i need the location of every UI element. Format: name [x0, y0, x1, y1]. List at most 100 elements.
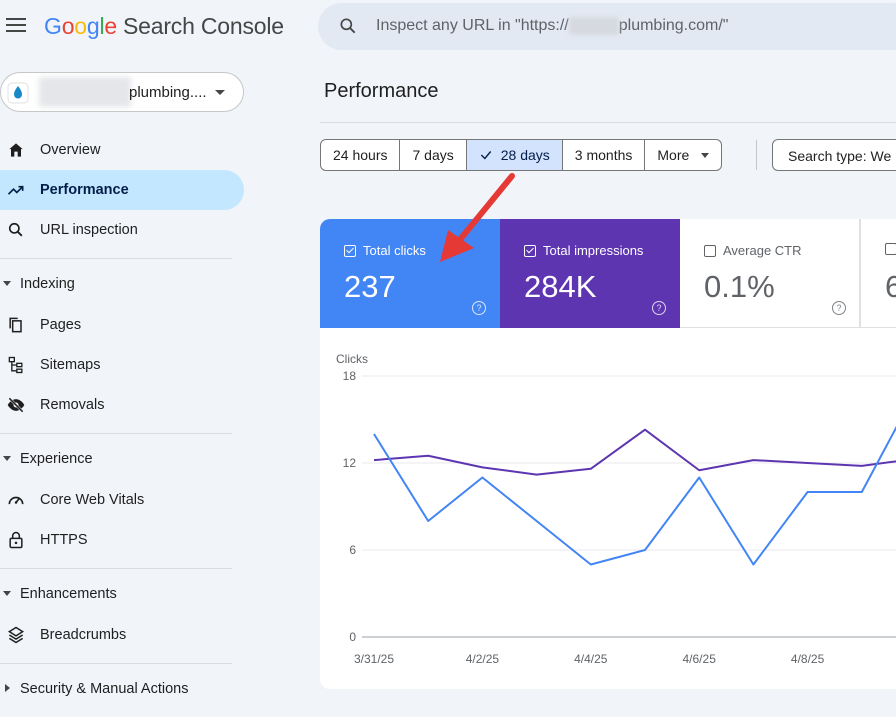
sidebar-section-security[interactable]: Security & Manual Actions: [0, 673, 232, 707]
x-tick-label: 4/2/25: [466, 652, 500, 666]
x-tick-label: 4/8/25: [791, 652, 825, 666]
sidebar-item-core-web-vitals[interactable]: Core Web Vitals: [0, 480, 244, 520]
date-range-24-hours[interactable]: 24 hours: [321, 140, 401, 170]
chip-label: 28 days: [500, 147, 550, 163]
caret-down-icon: [3, 281, 11, 286]
sidebar-item-sitemaps[interactable]: Sitemaps: [0, 345, 244, 385]
metric-total-impressions[interactable]: Total impressions 284K ?: [500, 219, 680, 328]
eye-off-icon: [6, 395, 26, 415]
date-range-more[interactable]: More: [645, 140, 721, 170]
lock-icon: [6, 530, 26, 550]
sidebar-item-label: URL inspection: [40, 222, 138, 238]
metric-value: 284K: [524, 269, 597, 304]
metric-value: 0.1%: [704, 269, 775, 304]
sidebar-item-label: Removals: [40, 397, 105, 413]
date-range-3-months[interactable]: 3 months: [563, 140, 646, 170]
y-tick-label: 18: [343, 369, 357, 383]
date-range-chips: 24 hours 7 days 28 days 3 months More: [320, 139, 723, 171]
sidebar-item-https[interactable]: HTTPS: [0, 520, 244, 560]
search-placeholder[interactable]: Inspect any URL in "https://plumbing.com…: [376, 17, 729, 35]
search-type-filter[interactable]: Search type: We: [772, 139, 896, 171]
chip-label: 7 days: [412, 147, 454, 163]
google-search-console-logo[interactable]: Google Search Console: [44, 13, 284, 40]
chart-svg: Clicks 0 6 12 18 3/31/25 4/2/25 4/4/25 4/6/25 4/8…: [336, 352, 896, 666]
sidebar-divider: [0, 433, 232, 434]
checkbox-checked-icon[interactable]: [344, 244, 356, 257]
main-menu-icon[interactable]: [6, 18, 26, 34]
series-line: [373, 428, 896, 476]
url-inspection-search-bar[interactable]: Inspect any URL in "https://plumbing.com…: [318, 3, 896, 50]
help-icon[interactable]: ?: [832, 301, 846, 315]
title-divider: [320, 122, 896, 123]
metric-label: Total clicks: [344, 243, 426, 258]
x-tick-label: 4/6/25: [683, 652, 717, 666]
sidebar-item-label: HTTPS: [40, 532, 88, 548]
speed-gauge-icon: [6, 490, 26, 510]
sidebar-item-label: Overview: [40, 142, 101, 158]
y-tick-label: 12: [343, 456, 357, 470]
sidebar-item-performance[interactable]: Performance: [0, 170, 244, 210]
help-icon[interactable]: ?: [472, 301, 486, 315]
sidebar-item-url-inspection[interactable]: URL inspection: [0, 210, 244, 250]
chip-label: More: [657, 147, 690, 163]
sidebar-item-label: Breadcrumbs: [40, 627, 127, 643]
performance-card: Total clicks 237 ? Total impressions 284…: [320, 219, 896, 689]
help-icon[interactable]: ?: [652, 301, 666, 315]
sidebar-section-indexing[interactable]: Indexing: [0, 268, 232, 302]
pages-icon: [6, 315, 26, 335]
section-label: Security & Manual Actions: [20, 681, 189, 697]
trending-up-icon: [6, 180, 26, 200]
section-label: Experience: [20, 451, 93, 467]
sidebar-item-label: Core Web Vitals: [40, 492, 145, 508]
metric-label: Total impressions: [524, 243, 643, 258]
section-label: Indexing: [20, 276, 75, 292]
date-range-28-days[interactable]: 28 days: [466, 140, 563, 170]
property-name: plumbing....: [129, 84, 207, 101]
metric-value: 237: [344, 269, 396, 304]
sidebar-item-label: Performance: [40, 182, 129, 198]
check-icon: [479, 148, 493, 162]
series-line: [373, 425, 896, 566]
sidebar-item-removals[interactable]: Removals: [0, 385, 244, 425]
logo-letter: o: [61, 13, 75, 39]
logo-letter: o: [74, 13, 87, 39]
sidebar-item-overview[interactable]: Overview: [0, 130, 244, 170]
metric-total-clicks[interactable]: Total clicks 237 ?: [320, 219, 500, 328]
sidebar-item-breadcrumbs[interactable]: Breadcrumbs: [0, 615, 244, 655]
clicks-line-chart: Clicks 0 6 12 18 3/31/25 4/2/25 4/4/25 4/6/25 4/8…: [320, 340, 896, 680]
logo-letter: e: [104, 13, 117, 39]
chip-label: 24 hours: [333, 147, 388, 163]
filter-separator: [756, 140, 757, 170]
checkbox-unchecked-icon[interactable]: [704, 244, 716, 257]
section-label: Enhancements: [20, 586, 117, 602]
logo-letter: G: [44, 13, 62, 39]
home-icon: [6, 140, 26, 160]
chevron-down-icon: [215, 90, 225, 95]
date-range-7-days[interactable]: 7 days: [400, 140, 467, 170]
page-title: Performance: [324, 80, 439, 102]
caret-right-icon: [5, 684, 10, 692]
sidebar-section-enhancements[interactable]: Enhancements: [0, 578, 232, 612]
water-drop-icon: [7, 82, 29, 104]
metric-average-ctr[interactable]: Average CTR 0.1% ?: [680, 219, 860, 328]
sidebar-item-label: Sitemaps: [40, 357, 101, 373]
checkbox-checked-icon[interactable]: [524, 244, 536, 257]
sidebar-item-pages[interactable]: Pages: [0, 305, 244, 345]
metric-average-position[interactable]: 6: [860, 219, 896, 328]
metric-value: 6: [885, 269, 896, 304]
x-tick-label: 4/4/25: [574, 652, 608, 666]
metric-label: [885, 243, 896, 255]
property-selector[interactable]: plumbing....: [0, 72, 244, 112]
caret-down-icon: [3, 591, 11, 596]
checkbox-unchecked-icon[interactable]: [885, 243, 896, 255]
sidebar-item-label: Pages: [40, 317, 82, 333]
layers-icon: [6, 625, 26, 645]
sidebar-divider: [0, 663, 232, 664]
sitemap-icon: [6, 355, 26, 375]
y-axis-label: Clicks: [336, 352, 368, 366]
sidebar-section-experience[interactable]: Experience: [0, 443, 232, 477]
y-tick-label: 6: [349, 543, 356, 557]
sidebar-divider: [0, 258, 232, 259]
metric-label: Average CTR: [704, 243, 802, 258]
chevron-down-icon: [701, 152, 710, 158]
